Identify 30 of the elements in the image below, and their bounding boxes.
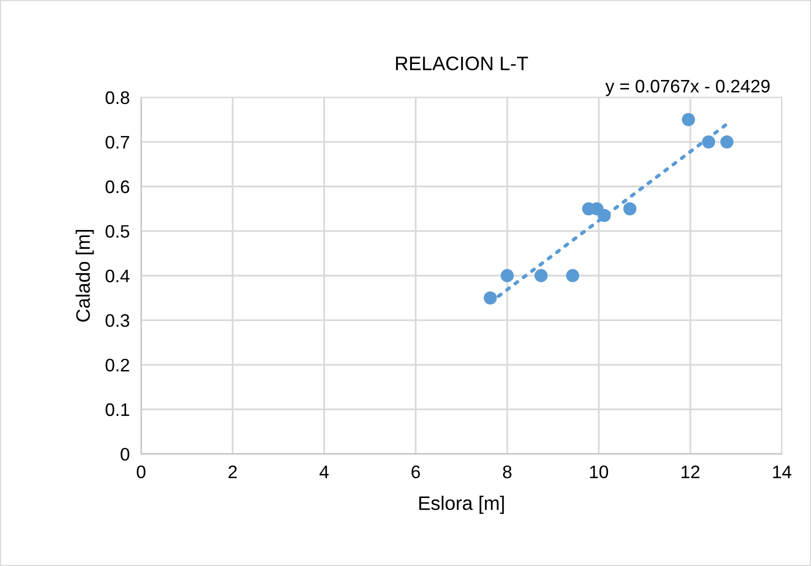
x-tick-label: 14 bbox=[773, 466, 792, 478]
y-tick-label: 0.3 bbox=[106, 314, 130, 327]
y-tick-label: 0.6 bbox=[106, 180, 130, 194]
point bbox=[598, 208, 611, 222]
y-tick-label: 0.7 bbox=[106, 136, 130, 149]
point bbox=[500, 269, 514, 282]
chart-title: RELACION L-T bbox=[396, 56, 528, 70]
y-tick-label: 0.5 bbox=[106, 225, 130, 238]
y-tick-label: 0.4 bbox=[106, 270, 130, 282]
x-tick-label: 12 bbox=[682, 466, 700, 478]
y-axis-title: Calado [m] bbox=[76, 230, 94, 322]
point bbox=[534, 269, 548, 282]
point bbox=[484, 291, 497, 305]
x-tick-label: 0 bbox=[136, 466, 146, 478]
y-tick-label: 0.2 bbox=[106, 358, 130, 372]
x-tick-label: 6 bbox=[412, 466, 420, 478]
x-tick-label: 4 bbox=[320, 466, 329, 478]
point bbox=[720, 135, 734, 149]
y-tick-label: 0 bbox=[120, 448, 130, 461]
x-axis-title: Eslora [m] bbox=[419, 496, 504, 514]
x-tick-label: 10 bbox=[590, 466, 608, 478]
y-tick-label: 0.8 bbox=[106, 91, 130, 104]
x-tick-label: 8 bbox=[502, 466, 512, 478]
point bbox=[702, 135, 716, 149]
text: y = 0.0767x - 0.2429 bbox=[605, 80, 770, 96]
point bbox=[623, 202, 636, 216]
y-tick-label: 0.1 bbox=[106, 403, 130, 416]
point bbox=[566, 269, 580, 282]
x-tick-label: 2 bbox=[228, 466, 237, 478]
point bbox=[682, 113, 696, 126]
